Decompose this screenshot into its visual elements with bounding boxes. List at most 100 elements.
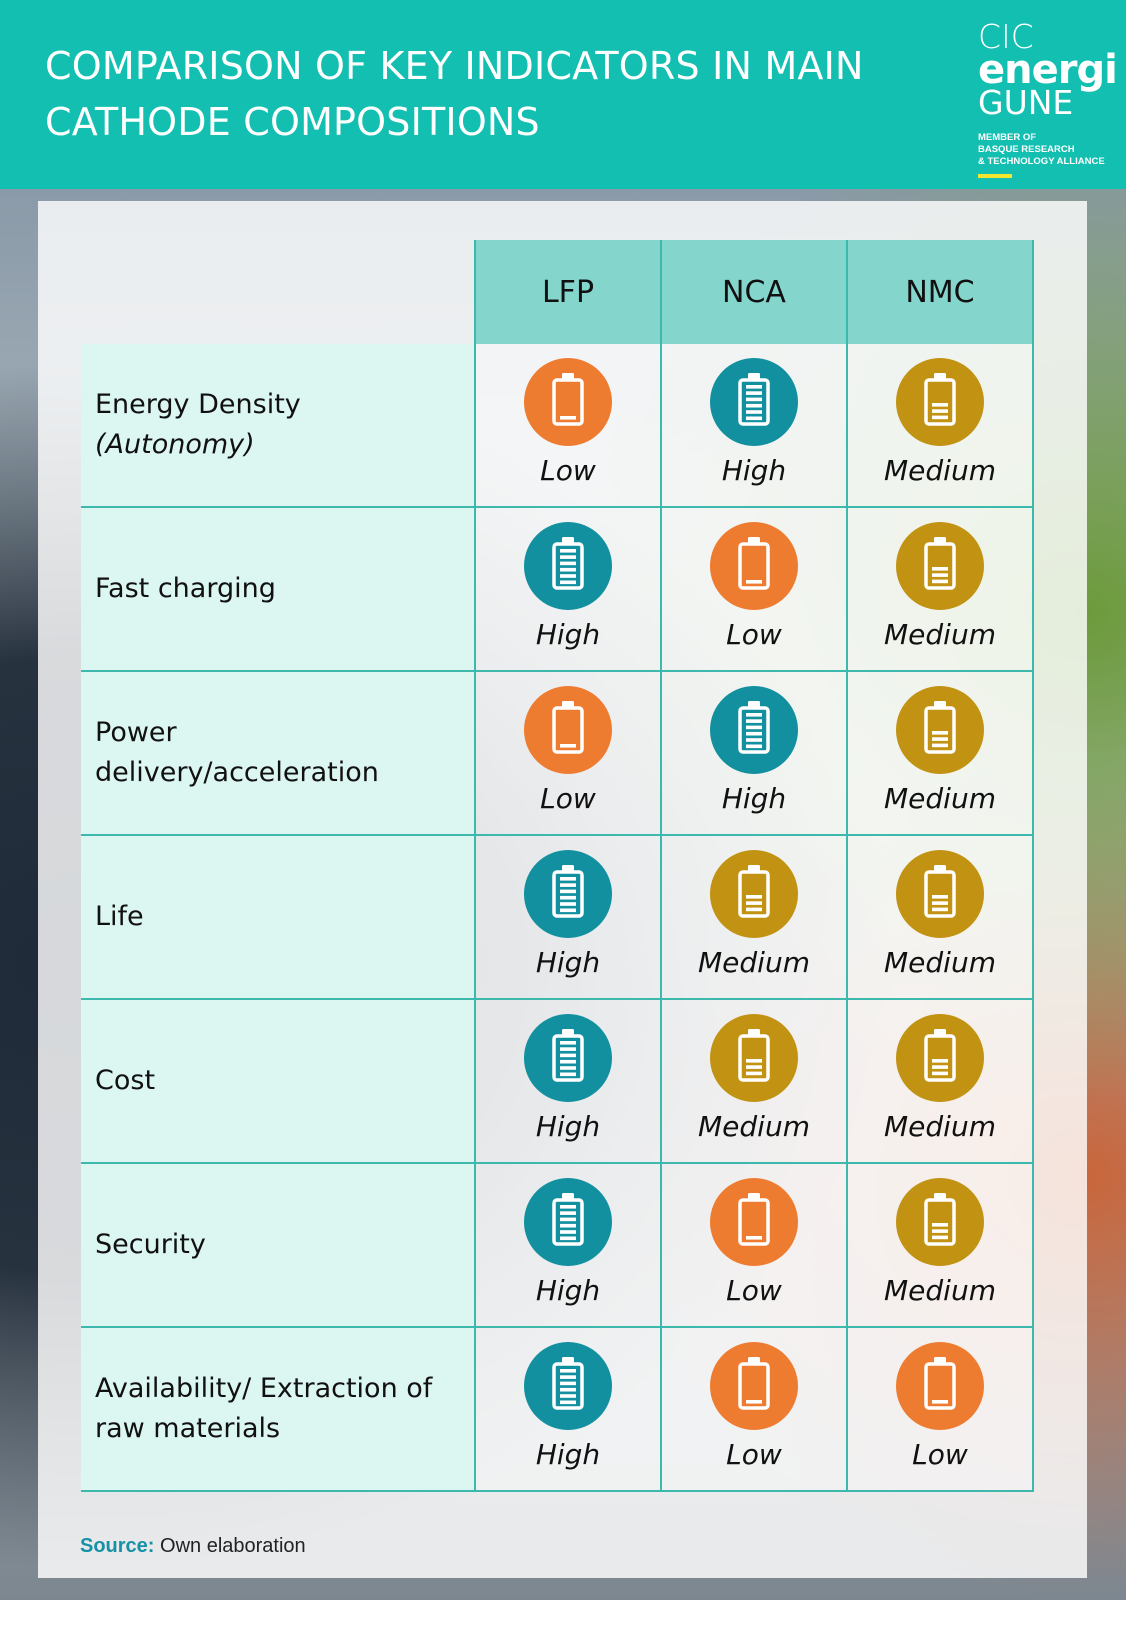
rating-level-text: High: [535, 618, 601, 651]
table-row: Energy Density (Autonomy) Low High Medium: [81, 344, 1034, 508]
rating-cell-nmc: Medium: [846, 1163, 1034, 1328]
comparison-table: LFP NCA NMC Energy Density (Autonomy) Low…: [81, 240, 1034, 1492]
rating-cell-lfp: High: [474, 1327, 662, 1492]
battery-icon: [896, 686, 984, 774]
rating-level-text: Low: [726, 618, 782, 651]
column-header-nmc: NMC: [846, 240, 1034, 344]
rating-level-text: Medium: [884, 618, 996, 651]
row-label-text: Security: [95, 1229, 206, 1260]
rating-level-text: High: [535, 1110, 601, 1143]
table-row: Cost High Medium Medium: [81, 999, 1034, 1164]
row-label-text: Availability/ Extraction of raw material…: [95, 1373, 433, 1444]
row-label: Power delivery/acceleration: [81, 671, 475, 836]
rating-level-text: Medium: [884, 1110, 996, 1143]
battery-icon: [524, 1178, 612, 1266]
logo-accent-bar: [978, 174, 1012, 178]
rating-level-text: Medium: [884, 454, 996, 487]
rating-level-text: High: [721, 454, 787, 487]
row-label: Life: [81, 835, 475, 1000]
rating-cell-lfp: Low: [474, 671, 662, 836]
rating-cell-nmc: Low: [846, 1327, 1034, 1492]
row-label-text: Power delivery/acceleration: [95, 717, 379, 788]
rating-cell-lfp: Low: [474, 344, 662, 508]
logo-line-energi: energi: [978, 47, 1118, 93]
rating-level-text: Low: [540, 454, 596, 487]
table-row: Power delivery/acceleration Low High Medium: [81, 671, 1034, 836]
logo-line-cic: CIC: [978, 17, 1034, 56]
battery-icon: [710, 850, 798, 938]
rating-level-text: Medium: [698, 946, 810, 979]
row-label: Cost: [81, 999, 475, 1164]
rating-cell-nca: Low: [660, 507, 848, 672]
source-label: Source:: [80, 1535, 155, 1557]
row-label-text: Cost: [95, 1065, 156, 1096]
column-header-lfp: LFP: [474, 240, 662, 344]
table-row: Fast charging High Low Medium: [81, 507, 1034, 672]
battery-icon: [710, 1014, 798, 1102]
rating-level-text: Low: [912, 1438, 968, 1471]
row-label-italic: (Autonomy): [95, 429, 255, 460]
row-label-text: Energy Density: [95, 389, 301, 420]
rating-cell-nca: Medium: [660, 999, 848, 1164]
rating-cell-lfp: High: [474, 507, 662, 672]
battery-icon: [710, 522, 798, 610]
cic-energigune-logo: CIC energi GUNE MEMBER OF BASQUE RESEARC…: [978, 20, 1118, 178]
table-row: Availability/ Extraction of raw material…: [81, 1327, 1034, 1492]
battery-icon: [896, 522, 984, 610]
table-header-row: LFP NCA NMC: [81, 240, 1034, 344]
table-row: Life High Medium Medium: [81, 835, 1034, 1000]
rating-level-text: High: [535, 1438, 601, 1471]
page-edge: [1126, 0, 1139, 1600]
logo-member-text: MEMBER OF BASQUE RESEARCH & TECHNOLOGY A…: [978, 132, 1105, 167]
rating-level-text: Medium: [884, 1274, 996, 1307]
battery-icon: [710, 1342, 798, 1430]
table-row: Security High Low Medium: [81, 1163, 1034, 1328]
rating-level-text: Low: [726, 1274, 782, 1307]
rating-level-text: Medium: [884, 946, 996, 979]
battery-icon: [896, 1342, 984, 1430]
battery-icon: [524, 358, 612, 446]
row-label-text: Life: [95, 901, 144, 932]
rating-level-text: Low: [726, 1438, 782, 1471]
table-body: Energy Density (Autonomy) Low High Medium Fa…: [81, 344, 1034, 1492]
battery-icon: [524, 522, 612, 610]
row-label: Availability/ Extraction of raw material…: [81, 1327, 475, 1492]
row-label-text: Fast charging: [95, 573, 276, 604]
source-text: Own elaboration: [154, 1535, 306, 1557]
row-label: Fast charging: [81, 507, 475, 672]
rating-cell-nca: Low: [660, 1327, 848, 1492]
row-label: Energy Density (Autonomy): [81, 344, 475, 508]
rating-cell-nca: High: [660, 344, 848, 508]
battery-icon: [710, 1178, 798, 1266]
column-header-nca: NCA: [660, 240, 848, 344]
rating-cell-nca: Medium: [660, 835, 848, 1000]
rating-level-text: High: [721, 782, 787, 815]
battery-icon: [896, 358, 984, 446]
rating-level-text: Medium: [698, 1110, 810, 1143]
battery-icon: [524, 1342, 612, 1430]
header-banner: COMPARISON OF KEY INDICATORS IN MAIN CAT…: [0, 0, 1126, 189]
rating-level-text: High: [535, 946, 601, 979]
battery-icon: [710, 358, 798, 446]
battery-icon: [524, 1014, 612, 1102]
rating-cell-nmc: Medium: [846, 999, 1034, 1164]
rating-level-text: Low: [540, 782, 596, 815]
source-note: Source: Own elaboration: [80, 1535, 306, 1558]
rating-cell-lfp: High: [474, 1163, 662, 1328]
battery-icon: [896, 1178, 984, 1266]
row-label: Security: [81, 1163, 475, 1328]
battery-icon: [896, 1014, 984, 1102]
rating-cell-nmc: Medium: [846, 344, 1034, 508]
battery-icon: [710, 686, 798, 774]
rating-level-text: Medium: [884, 782, 996, 815]
page-title: COMPARISON OF KEY INDICATORS IN MAIN CAT…: [45, 44, 864, 144]
table-corner: [81, 240, 475, 344]
rating-cell-nca: High: [660, 671, 848, 836]
rating-cell-lfp: High: [474, 999, 662, 1164]
logo-line-gune: GUNE: [978, 83, 1074, 122]
rating-cell-nmc: Medium: [846, 507, 1034, 672]
battery-icon: [896, 850, 984, 938]
battery-icon: [524, 850, 612, 938]
rating-cell-nca: Low: [660, 1163, 848, 1328]
rating-cell-nmc: Medium: [846, 671, 1034, 836]
